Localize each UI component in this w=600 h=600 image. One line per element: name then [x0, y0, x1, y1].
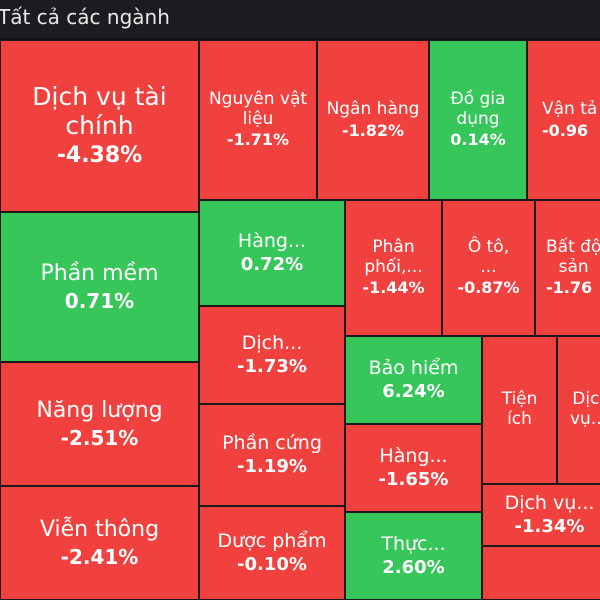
- tile-name: Thực...: [381, 532, 446, 555]
- tile-name: Phần cứng: [222, 431, 322, 454]
- tile-nang-luong[interactable]: Năng lượng -2.51%: [0, 362, 199, 486]
- tile-change: 0.71%: [64, 288, 135, 313]
- tile-name: Viễn thông: [39, 517, 160, 543]
- header-bar: Tất cả các ngành: [0, 0, 600, 38]
- tile-name: Phần mềm: [40, 261, 159, 287]
- tile-change: -1.82%: [341, 120, 405, 140]
- tile-hang-1[interactable]: Hàng... 0.72%: [199, 200, 345, 306]
- tile-name: Dịch vụ tài chính: [32, 82, 167, 140]
- tile-thuc[interactable]: Thực... 2.60%: [345, 512, 482, 600]
- tile-change: -1.76: [546, 278, 593, 298]
- tile-name: Dịch...: [241, 331, 303, 354]
- tile-dich-1[interactable]: Dịch... -1.73%: [199, 306, 345, 404]
- page-title: Tất cả các ngành: [0, 5, 170, 29]
- tile-dich-vu-tai-chinh[interactable]: Dịch vụ tài chính -4.38%: [0, 40, 199, 212]
- tile-name: Ngân hàng: [326, 99, 420, 120]
- tile-name: Bất độ sản: [546, 237, 600, 277]
- tile-change: -0.96: [542, 120, 589, 140]
- tile-name: Năng lượng: [36, 398, 163, 424]
- tile-name: Dịc vụ..: [570, 388, 600, 429]
- tile-name: Đồ gia dụng: [450, 89, 506, 129]
- tile-change: 6.24%: [382, 380, 445, 402]
- tile-name: Bảo hiểm: [368, 356, 459, 379]
- tile-dich-vu-2[interactable]: Dịc vụ..: [557, 336, 600, 484]
- tile-name: Vận tả: [542, 99, 598, 120]
- tile-change: -2.41%: [60, 544, 139, 569]
- tile-name: Dược phẩm: [217, 529, 327, 552]
- tile-change: -1.34%: [514, 515, 585, 537]
- tile-change: -2.51%: [60, 425, 139, 450]
- tile-change: 0.72%: [240, 253, 304, 275]
- tile-name: Hàng...: [379, 444, 448, 467]
- tile-tien-ich[interactable]: Tiện ích: [482, 336, 557, 484]
- tile-do-gia-dung[interactable]: Đồ gia dụng 0.14%: [429, 40, 527, 200]
- tile-duoc-pham[interactable]: Dược phẩm -0.10%: [199, 506, 345, 600]
- tile-dich-vu-3[interactable]: Dịch vụ... -1.34%: [482, 484, 600, 546]
- tile-change: 0.14%: [450, 130, 506, 150]
- tile-change: -1.44%: [362, 278, 425, 298]
- tile-small-bottom[interactable]: [482, 546, 600, 600]
- tile-change: -0.10%: [237, 553, 307, 575]
- tile-change: 2.60%: [382, 556, 445, 578]
- tile-name: Ô tô, ...: [467, 237, 510, 277]
- tile-change: -0.87%: [457, 278, 520, 298]
- tile-phan-phoi[interactable]: Phân phối,... -1.44%: [345, 200, 442, 336]
- tile-name: Dịch vụ...: [504, 491, 595, 514]
- tile-change: -1.19%: [237, 455, 307, 477]
- tile-change: -4.38%: [56, 142, 143, 168]
- tile-ngan-hang[interactable]: Ngân hàng -1.82%: [317, 40, 429, 200]
- tile-vien-thong[interactable]: Viễn thông -2.41%: [0, 486, 199, 600]
- tile-name: Phân phối,...: [364, 237, 423, 277]
- tile-phan-cung[interactable]: Phần cứng -1.19%: [199, 404, 345, 506]
- tile-change: -1.71%: [226, 130, 290, 150]
- tile-hang-2[interactable]: Hàng... -1.65%: [345, 424, 482, 512]
- tile-change: -1.73%: [237, 355, 307, 377]
- tile-o-to[interactable]: Ô tô, ... -0.87%: [442, 200, 535, 336]
- tile-name: Hàng...: [237, 229, 307, 252]
- tile-nguyen-vat-lieu[interactable]: Nguyên vật liệu -1.71%: [199, 40, 317, 200]
- tile-bao-hiem[interactable]: Bảo hiểm 6.24%: [345, 336, 482, 424]
- tile-name: Nguyên vật liệu: [208, 89, 308, 129]
- tile-van-tai[interactable]: Vận tả -0.96: [527, 40, 600, 200]
- tile-change: -1.65%: [378, 468, 449, 490]
- tile-phan-mem[interactable]: Phần mềm 0.71%: [0, 212, 199, 362]
- tile-name: Tiện ích: [501, 388, 538, 429]
- tile-bat-dong-san[interactable]: Bất độ sản -1.76: [535, 200, 600, 336]
